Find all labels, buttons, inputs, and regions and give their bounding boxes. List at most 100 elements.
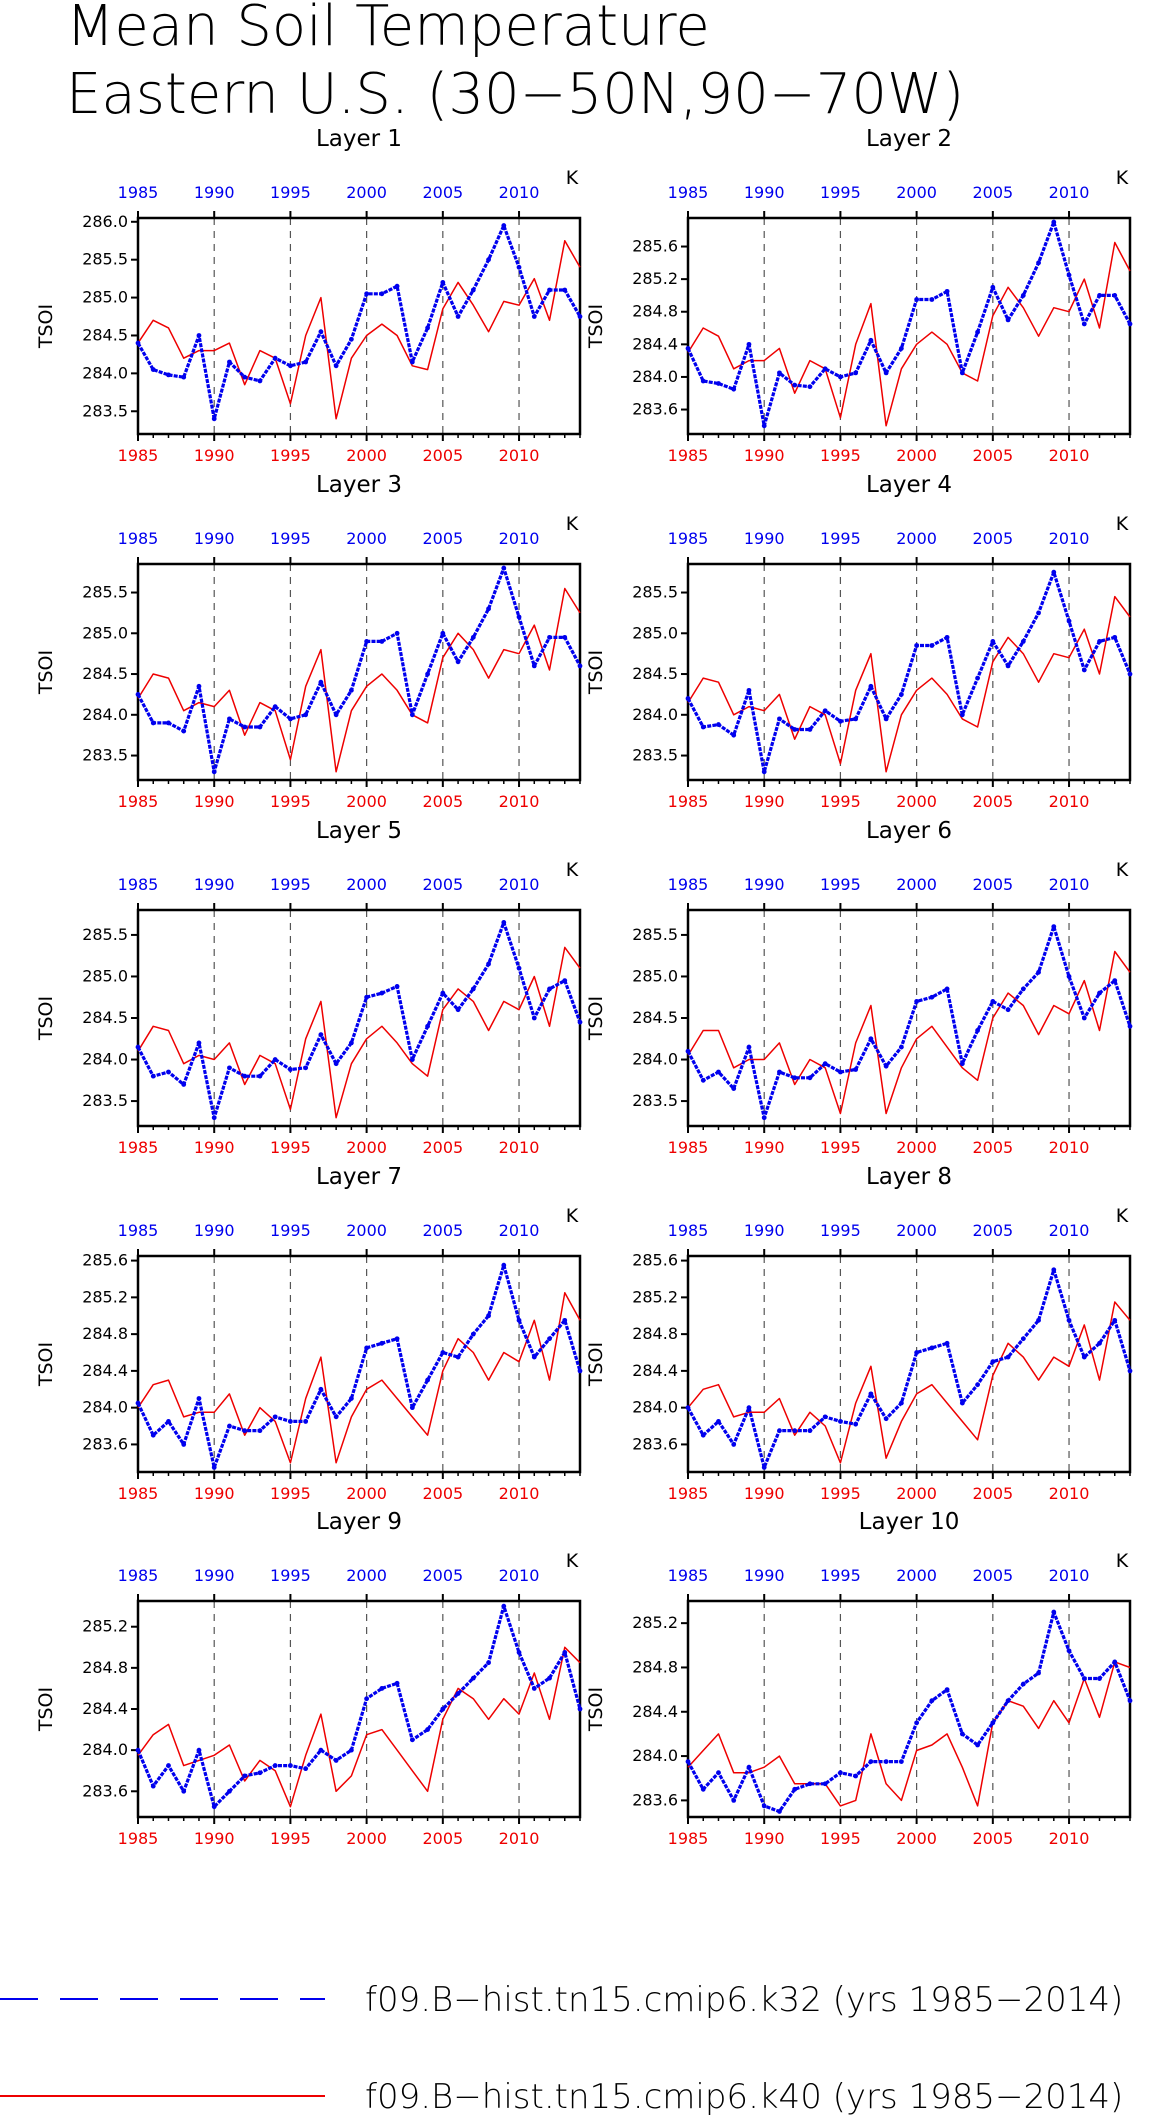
layer-2-xlabel-top-2005: 2005 — [972, 183, 1013, 202]
layer-4-series-k32-point-2009 — [1051, 569, 1057, 575]
layer-9-xlabel-top-1985: 1985 — [118, 1566, 159, 1585]
layer-7-series-k32-point-1987 — [166, 1419, 171, 1424]
layer-5-series-k32-point-1987 — [166, 1069, 171, 1075]
layer-4-series-k32-point-1998 — [883, 716, 889, 722]
layer-8-series-k32-point-2001 — [929, 1345, 935, 1351]
layer-4-series-k32-point-1992 — [792, 727, 798, 732]
layer-8-xlabel-bottom-1985: 1985 — [668, 1484, 709, 1503]
layer-10-xlabel-bottom-1990: 1990 — [744, 1829, 785, 1848]
layer-5-ylabel-tick-4: 285.5 — [82, 925, 128, 944]
layer-10-xlabel-bottom-2000: 2000 — [896, 1829, 937, 1848]
layer-2-xlabel-top-1995: 1995 — [820, 183, 861, 202]
layer-2-xlabel-bottom-1985: 1985 — [668, 446, 709, 465]
layer-5-series-k32-point-1989 — [196, 1040, 202, 1046]
layer-10-xlabel-top-2010: 2010 — [1049, 1566, 1090, 1585]
layer-8-ylabel-tick-5: 285.6 — [632, 1251, 678, 1270]
layer-3-series-k32-point-1990 — [211, 769, 217, 775]
layer-8-panel: Layer 8 1985 1985 1990 1990 1995 1995 2000 2000 2… — [585, 1164, 1133, 1503]
layer-6-xlabel-bottom-2005: 2005 — [972, 1138, 1013, 1157]
layer-4-xlabel-top-1995: 1995 — [820, 529, 861, 548]
layer-10-ylabel-tick-3: 284.8 — [632, 1657, 678, 1676]
layer-10-series-k32-point-2003 — [959, 1731, 965, 1737]
layer-4-xlabel-top-2010: 2010 — [1049, 529, 1090, 548]
layer-6-ylabel-tick-3: 285.0 — [632, 966, 678, 985]
layer-1-series-k32-point-2000 — [364, 291, 370, 297]
layer-2-series-k32-point-1990 — [761, 423, 767, 429]
layer-8-ylabel-tick-2: 284.4 — [632, 1361, 678, 1380]
layer-5-series-k32-point-2011 — [531, 1015, 537, 1021]
layer-1-xlabel-bottom-1985: 1985 — [118, 446, 159, 465]
layer-1-series-k32-point-1995 — [288, 363, 293, 369]
layer-10-xlabel-bottom-2010: 2010 — [1049, 1829, 1090, 1848]
layer-1-series-k32-point-2005 — [440, 280, 446, 285]
layer-4-series-k32-point-2010 — [1066, 618, 1072, 624]
layer-8-series-k32-point-2000 — [914, 1350, 920, 1355]
layer-2-xlabel-bottom-2010: 2010 — [1049, 446, 1090, 465]
layer-10-series-k32-point-2012 — [1097, 1676, 1102, 1681]
legend-label-k32: f09.B−hist.tn15.cmip6.k32 (yrs 1985−2014… — [365, 1980, 1123, 2020]
layer-10-series-k32-line — [686, 1610, 1132, 1814]
layer-9-series-k32-point-1992 — [242, 1773, 248, 1779]
layer-8-series-k32-point-2005 — [990, 1359, 996, 1365]
layer-5-series-k32-point-1999 — [348, 1040, 354, 1046]
layer-8-series-k32-point-1997 — [868, 1391, 874, 1397]
layer-10-series-k32-point-2001 — [929, 1698, 935, 1704]
layer-1-series-k32-point-1985 — [135, 340, 141, 346]
layer-10-series-k32-point-1997 — [868, 1759, 874, 1765]
layer-7-xlabel-top-2005: 2005 — [422, 1221, 463, 1240]
layer-5-series-k32-point-1988 — [181, 1082, 187, 1087]
layer-3-series-k32-point-1993 — [257, 724, 263, 730]
layer-9-series-k32-point-2003 — [409, 1737, 415, 1743]
layer-3-xlabel-bottom-2010: 2010 — [499, 792, 540, 811]
layer-1-series-k32-point-2007 — [470, 287, 476, 293]
layer-6-series-k32-point-1997 — [868, 1036, 874, 1042]
layer-4-xlabel-bottom-2010: 2010 — [1049, 792, 1090, 811]
layer-7-ylabel-tick-4: 285.2 — [82, 1287, 128, 1306]
layer-1-series-k32-point-1998 — [333, 363, 339, 369]
layer-2-series-k32-point-1985 — [685, 346, 691, 351]
layer-3-series-k32-point-1988 — [181, 728, 187, 734]
layer-7-ylabel-tick-0: 283.6 — [82, 1434, 128, 1453]
layer-10-xlabel-bottom-1995: 1995 — [820, 1829, 861, 1848]
layer-3-series-k32-point-2007 — [470, 634, 476, 640]
layer-9-series-k32-point-1990 — [211, 1804, 217, 1810]
layer-7-series-k32-point-1993 — [257, 1428, 263, 1434]
layer-3-xlabel-bottom-2005: 2005 — [422, 792, 463, 811]
layer-6-series-k32-point-2014 — [1127, 1023, 1133, 1029]
layer-8-series-k32-line — [686, 1268, 1132, 1470]
layer-7-series-k32-point-1998 — [333, 1414, 339, 1420]
layer-10-series-k32-point-1994 — [822, 1781, 828, 1787]
layer-1-xlabel-bottom-1990: 1990 — [194, 446, 235, 465]
layer-3-xlabel-top-1995: 1995 — [270, 529, 311, 548]
layer-7-series-k32-point-2008 — [486, 1313, 491, 1319]
layer-4-xlabel-bottom-2000: 2000 — [896, 792, 937, 811]
layer-4-series-k32-point-1996 — [853, 716, 859, 722]
layer-5-xlabel-top-1995: 1995 — [270, 875, 311, 894]
layer-9-ylabel-tick-0: 283.6 — [82, 1781, 128, 1800]
layer-10-series-k32-point-1992 — [792, 1786, 798, 1792]
layer-1-series-k32-point-1996 — [303, 359, 309, 365]
layer-2-xlabel-top-1985: 1985 — [668, 183, 709, 202]
layer-9-series-k32-point-1995 — [288, 1763, 293, 1768]
layer-3-series-k32-point-2000 — [364, 639, 370, 644]
layer-2-xlabel-bottom-1995: 1995 — [820, 446, 861, 465]
legend-label-k40: f09.B−hist.tn15.cmip6.k40 (yrs 1985−2014… — [365, 2077, 1123, 2117]
layer-3-ylabel-tick-0: 283.5 — [82, 746, 128, 765]
layer-9-series-k32-point-1986 — [150, 1783, 156, 1789]
layer-7-series-k32-line — [136, 1263, 582, 1470]
layer-5-series-k32-point-2014 — [577, 1019, 583, 1025]
layer-3-xlabel-bottom-1990: 1990 — [194, 792, 235, 811]
layer-3-series-k32-point-2014 — [577, 663, 583, 669]
layer-5-xlabel-top-1990: 1990 — [194, 875, 235, 894]
layer-6-plot-frame — [686, 908, 1132, 1128]
layer-5-xlabel-top-2005: 2005 — [422, 875, 463, 894]
layer-1-xlabel-bottom-2005: 2005 — [422, 446, 463, 465]
layer-2-series-k32-point-1996 — [853, 370, 859, 376]
layer-9-series-k32-point-2001 — [379, 1686, 385, 1691]
layer-1-series-k40-line — [137, 239, 581, 420]
layer-3-series-k32-point-2002 — [394, 630, 400, 636]
layer-4-series-k32-point-1985 — [685, 696, 691, 701]
layer-1-series-k32-point-1988 — [181, 374, 187, 380]
layer-8-unit-label: K — [1116, 1205, 1129, 1227]
